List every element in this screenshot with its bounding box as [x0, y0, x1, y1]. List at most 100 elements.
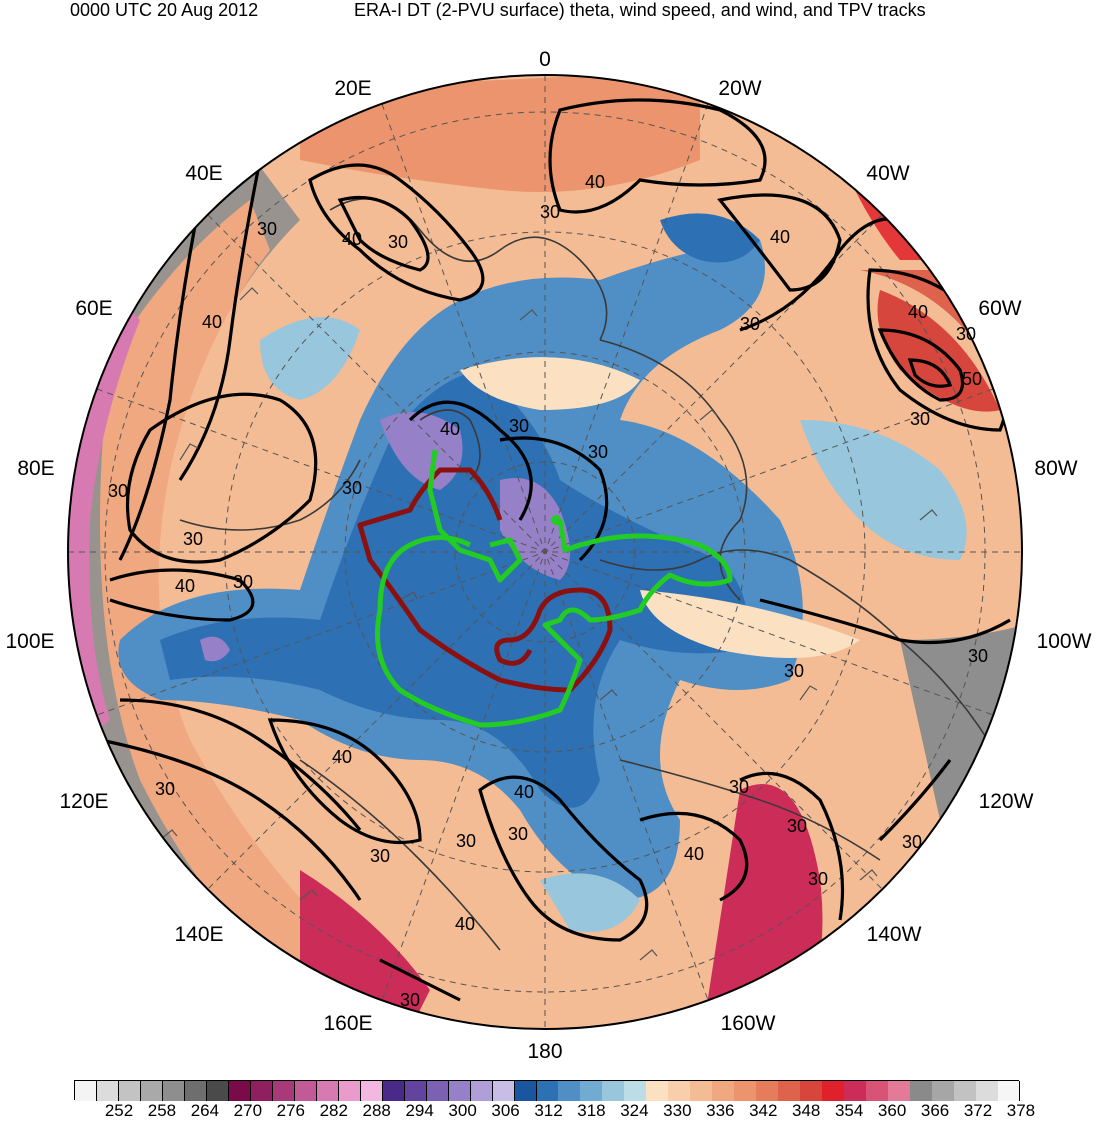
contour-label: 30 — [183, 529, 203, 549]
colorbar-swatch — [866, 1081, 889, 1101]
colorbar-swatch — [932, 1081, 955, 1101]
lon-label-60e: 60E — [75, 297, 112, 320]
colorbar-tick-label: 258 — [147, 1101, 177, 1120]
wind-contours — [99, 98, 1011, 1002]
colorbar-swatch — [162, 1081, 186, 1101]
colorbar-tick-label: 312 — [534, 1101, 563, 1120]
contour-label: 30 — [910, 409, 930, 429]
map-border — [67, 74, 1023, 1030]
colorbar-swatch — [536, 1081, 559, 1101]
colorbar-tick-label: 270 — [233, 1101, 263, 1120]
colorbar-swatch — [228, 1081, 252, 1101]
colorbar-tick-label: 354 — [834, 1101, 864, 1120]
colorbar-tick-label: 378 — [1006, 1101, 1036, 1120]
colorbar-swatch — [294, 1081, 318, 1101]
colorbar-labels: 252 258 264 270 276 282 288 294 300 306 312 318 324 3… — [0, 1100, 1099, 1120]
contour-label: 40 — [585, 172, 605, 192]
contour-label: 30 — [784, 661, 804, 681]
colorbar-swatch — [888, 1081, 911, 1101]
contour-label: 30 — [588, 442, 608, 462]
colorbar-swatch — [75, 1081, 98, 1101]
colorbar-swatch — [514, 1081, 537, 1101]
contour-label: 30 — [342, 478, 362, 498]
colorbar-tick-label: 294 — [405, 1101, 434, 1120]
contour-label: 30 — [456, 831, 476, 851]
colorbar-swatch — [360, 1081, 384, 1101]
colorbar — [74, 1080, 1021, 1101]
tpv-track-2 — [375, 449, 733, 728]
contour-label: 40 — [455, 914, 475, 934]
polar-map: 30 30 40 40 30 40 30 40 30 50 30 40 30 30 40 30 40 30 30 30… — [5, 48, 1091, 1063]
colorbar-swatch — [734, 1081, 757, 1101]
colorbar-swatch — [602, 1081, 625, 1101]
lon-label-100w: 100W — [1037, 630, 1092, 653]
lon-label-60w: 60W — [978, 297, 1021, 320]
contour-label: 40 — [684, 844, 704, 864]
tpv-track-1 — [357, 467, 613, 693]
colorbar-swatch — [316, 1081, 340, 1101]
colorbar-swatch — [690, 1081, 713, 1101]
contour-label: 30 — [902, 832, 922, 852]
colorbar-tick-label: 348 — [792, 1101, 821, 1120]
contour-label: 40 — [342, 229, 362, 249]
colorbar-tick-label: 360 — [877, 1101, 907, 1120]
contour-label: 40 — [175, 576, 195, 596]
contour-label: 50 — [962, 369, 982, 389]
colorbar-swatch — [646, 1081, 669, 1101]
colorbar-tick-label: 330 — [663, 1101, 692, 1120]
contour-label: 30 — [956, 324, 976, 344]
lon-label-0: 0 — [539, 48, 551, 71]
colorbar-swatch — [448, 1081, 472, 1101]
colorbar-swatch — [712, 1081, 735, 1101]
colorbar-swatch — [96, 1081, 120, 1101]
colorbar-swatch — [624, 1081, 647, 1101]
colorbar-swatch — [470, 1081, 494, 1101]
colorbar-tick-label: 288 — [362, 1101, 391, 1120]
colorbar-swatch — [998, 1081, 1021, 1101]
lon-label-80e: 80E — [17, 457, 54, 480]
colorbar-swatch — [338, 1081, 362, 1101]
lon-label-120w: 120W — [979, 790, 1034, 813]
colorbar-swatch — [404, 1081, 428, 1101]
colorbar-swatch — [756, 1081, 779, 1101]
colorbar-tick-label: 324 — [620, 1101, 649, 1120]
lon-label-40w: 40W — [866, 162, 909, 185]
contour-label: 40 — [514, 782, 534, 802]
longitude-labels: 0 20W 40W 60W 80W 100W 120W 140W 160W 18… — [5, 48, 1091, 1063]
colorbar-tick-label: 252 — [104, 1101, 134, 1120]
lon-label-180: 180 — [527, 1040, 562, 1063]
colorbar-tick-label: 306 — [491, 1101, 520, 1120]
contour-label: 40 — [770, 227, 790, 247]
colorbar-tick-label: 276 — [276, 1101, 305, 1120]
colorbar-tick-label: 264 — [190, 1101, 220, 1120]
colorbar-tick-label: 366 — [920, 1101, 950, 1120]
colorbar-swatch — [558, 1081, 581, 1101]
contour-label: 30 — [108, 481, 128, 501]
colorbar-swatch — [976, 1081, 999, 1101]
lon-label-80w: 80W — [1034, 457, 1077, 480]
colorbar-swatch — [184, 1081, 208, 1101]
colorbar-swatch — [250, 1081, 274, 1101]
colorbar-swatch — [272, 1081, 296, 1101]
lon-label-20e: 20E — [334, 77, 371, 100]
colorbar-tick-label: 336 — [706, 1101, 735, 1120]
contour-label: 30 — [388, 232, 408, 252]
colorbar-swatch — [822, 1081, 845, 1101]
colorbar-swatch — [426, 1081, 450, 1101]
graticule — [68, 75, 1022, 1029]
colorbar-tick-label: 282 — [319, 1101, 348, 1120]
lon-label-100e: 100E — [5, 630, 54, 653]
lon-label-140w: 140W — [867, 923, 922, 946]
contour-label: 30 — [808, 869, 828, 889]
contour-label: 30 — [729, 777, 749, 797]
colorbar-swatch — [954, 1081, 977, 1101]
colorbar-swatch — [800, 1081, 823, 1101]
header-title: ERA-I DT (2-PVU surface) theta, wind spe… — [354, 0, 926, 20]
colorbar-swatch — [668, 1081, 691, 1101]
contour-label: 30 — [155, 779, 175, 799]
contour-label: 30 — [787, 816, 807, 836]
contour-label: 30 — [968, 646, 988, 666]
contour-label: 30 — [257, 219, 277, 239]
contour-label: 40 — [908, 302, 928, 322]
tpv-track-2-start-marker — [551, 515, 561, 525]
